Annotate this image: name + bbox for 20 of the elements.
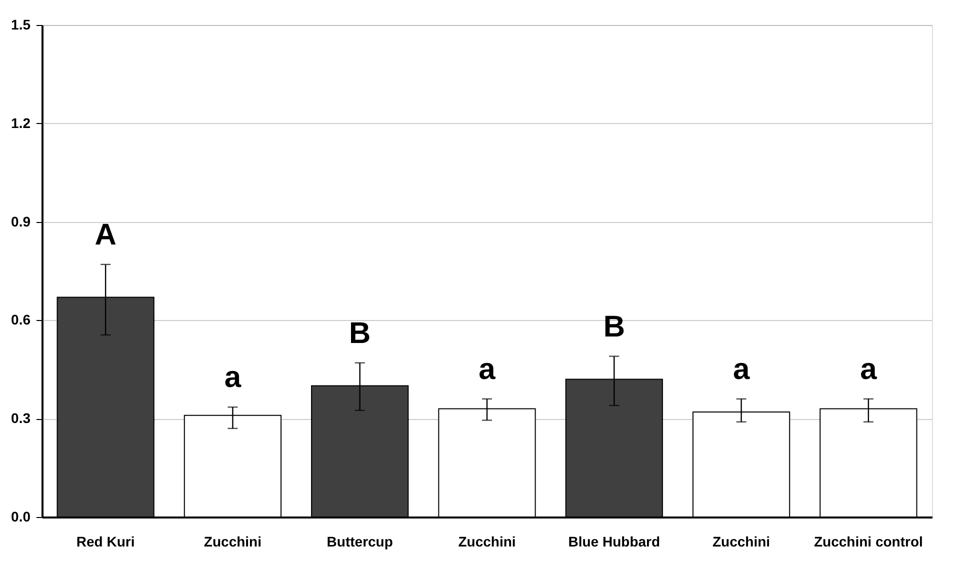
annotation: a — [478, 352, 496, 386]
y-tick-label: 0.6 — [11, 312, 31, 328]
annotation: a — [732, 352, 750, 386]
x-tick-label: Zucchini — [712, 534, 770, 550]
y-tick-label: 0.0 — [11, 508, 31, 524]
annotation: B — [349, 316, 371, 350]
annotation: a — [860, 352, 878, 386]
x-tick-label: Blue Hubbard — [568, 534, 660, 550]
x-tick-label: Zucchini — [204, 534, 262, 550]
y-tick-label: 1.5 — [11, 16, 31, 32]
y-tick-label: 1.2 — [11, 114, 31, 131]
x-tick-label: Zucchini — [458, 534, 516, 550]
annotation: a — [224, 361, 242, 394]
x-tick-label: Red Kuri — [76, 534, 135, 550]
annotation: B — [603, 310, 625, 344]
annotation: A — [94, 218, 116, 252]
x-tick-label: Buttercup — [326, 534, 393, 550]
x-tick-label: Zucchini control — [814, 534, 923, 550]
y-tick-label: 0.9 — [11, 213, 31, 230]
y-tick-label: 0.3 — [11, 410, 31, 426]
